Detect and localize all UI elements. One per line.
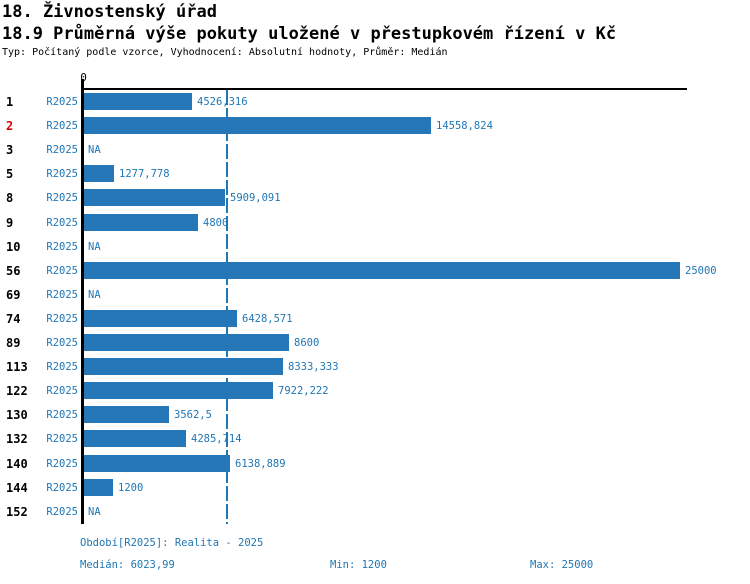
bar-row: 74 R2025 6428,571	[0, 307, 750, 331]
bar	[84, 382, 273, 399]
bar	[84, 406, 169, 423]
bar	[84, 93, 192, 110]
footer-median: Medián: 6023,99	[80, 559, 175, 571]
y-axis-line	[81, 79, 84, 524]
bar	[84, 165, 114, 182]
row-period-label: R2025	[46, 144, 78, 156]
row-number-label: 122	[6, 384, 28, 398]
row-number-label: 152	[6, 505, 28, 519]
row-number-label: 69	[6, 288, 21, 302]
bar-value-label: 4285,714	[191, 433, 242, 445]
row-period-label: R2025	[46, 458, 78, 470]
row-period-label: R2025	[46, 337, 78, 349]
bar	[84, 117, 431, 134]
bar-value-label: 14558,824	[436, 120, 493, 132]
row-period-label: R2025	[46, 361, 78, 373]
bar-row: 144 R2025 1200	[0, 476, 750, 500]
row-period-label: R2025	[46, 313, 78, 325]
bar-row: 122 R2025 7922,222	[0, 379, 750, 403]
chart-title: 18. Živnostenský úřad	[2, 2, 217, 22]
bar-row: 89 R2025 8600	[0, 331, 750, 355]
row-number-label: 130	[6, 408, 28, 422]
bar-value-label: 8333,333	[288, 361, 339, 373]
bar-row: 3 R2025 NA	[0, 138, 750, 162]
footer-min: Min: 1200	[330, 559, 387, 571]
bar-value-label: 7922,222	[278, 385, 329, 397]
row-number-label: 9	[6, 216, 14, 230]
chart-meta: Typ: Počítaný podle vzorce, Vyhodnocení:…	[2, 47, 448, 58]
bar	[84, 262, 680, 279]
row-period-label: R2025	[46, 192, 78, 204]
row-period-label: R2025	[46, 385, 78, 397]
row-period-label: R2025	[46, 241, 78, 253]
bar	[84, 358, 283, 375]
bar-row: 1 R2025 4526,316	[0, 90, 750, 114]
bar-row: 56 R2025 25000	[0, 259, 750, 283]
row-period-label: R2025	[46, 506, 78, 518]
bar-row: 10 R2025 NA	[0, 235, 750, 259]
chart-subtitle: 18.9 Průměrná výše pokuty uložené v přes…	[2, 24, 617, 44]
bar-value-label: NA	[88, 144, 101, 156]
bar-row: 2 R2025 14558,824	[0, 114, 750, 138]
bar-value-label: NA	[88, 289, 101, 301]
bar-value-label: 6428,571	[242, 313, 293, 325]
bar	[84, 214, 198, 231]
bar-value-label: 4526,316	[197, 96, 248, 108]
bar-row: 5 R2025 1277,778	[0, 162, 750, 186]
bar	[84, 189, 225, 206]
row-period-label: R2025	[46, 120, 78, 132]
row-period-label: R2025	[46, 168, 78, 180]
row-period-label: R2025	[46, 482, 78, 494]
bar-row: 130 R2025 3562,5	[0, 403, 750, 427]
bar-value-label: 4800	[203, 217, 229, 229]
bar-value-label: 8600	[294, 337, 320, 349]
bar-value-label: 1200	[118, 482, 144, 494]
bar-row: 113 R2025 8333,333	[0, 355, 750, 379]
row-number-label: 10	[6, 240, 21, 254]
row-period-label: R2025	[46, 217, 78, 229]
row-number-label: 1	[6, 95, 14, 109]
row-number-label: 144	[6, 481, 28, 495]
row-period-label: R2025	[46, 265, 78, 277]
bar-value-label: 3562,5	[174, 409, 212, 421]
bar	[84, 334, 289, 351]
row-number-label: 132	[6, 432, 28, 446]
bar-value-label: 5909,091	[230, 192, 281, 204]
bar-row: 140 R2025 6138,889	[0, 452, 750, 476]
bar-row: 132 R2025 4285,714	[0, 427, 750, 451]
bar-value-label: 1277,778	[119, 168, 170, 180]
bar	[84, 479, 113, 496]
row-number-label: 113	[6, 360, 28, 374]
bar-row: 152 R2025 NA	[0, 500, 750, 524]
bar	[84, 430, 186, 447]
x-axis-zero-tick: 0	[80, 71, 87, 84]
bar-value-label: 25000	[685, 265, 717, 277]
bar-value-label: 6138,889	[235, 458, 286, 470]
bar	[84, 455, 230, 472]
median-reference-line	[226, 90, 228, 524]
bar-value-label: NA	[88, 241, 101, 253]
row-number-label: 5	[6, 167, 14, 181]
bar-row: 69 R2025 NA	[0, 283, 750, 307]
row-number-label: 89	[6, 336, 21, 350]
bar	[84, 310, 237, 327]
footer-period: Období[R2025]: Realita - 2025	[80, 537, 264, 549]
row-number-label: 3	[6, 143, 14, 157]
footer-max: Max: 25000	[530, 559, 594, 571]
row-period-label: R2025	[46, 409, 78, 421]
row-period-label: R2025	[46, 433, 78, 445]
row-period-label: R2025	[46, 96, 78, 108]
bar-value-label: NA	[88, 506, 101, 518]
bar-row: 9 R2025 4800	[0, 211, 750, 235]
row-number-label: 74	[6, 312, 21, 326]
row-number-label: 140	[6, 457, 28, 471]
x-axis-top-line	[81, 88, 687, 90]
row-period-label: R2025	[46, 289, 78, 301]
bar-row: 8 R2025 5909,091	[0, 186, 750, 210]
row-number-label: 2	[6, 119, 14, 133]
row-number-label: 56	[6, 264, 21, 278]
row-number-label: 8	[6, 191, 14, 205]
